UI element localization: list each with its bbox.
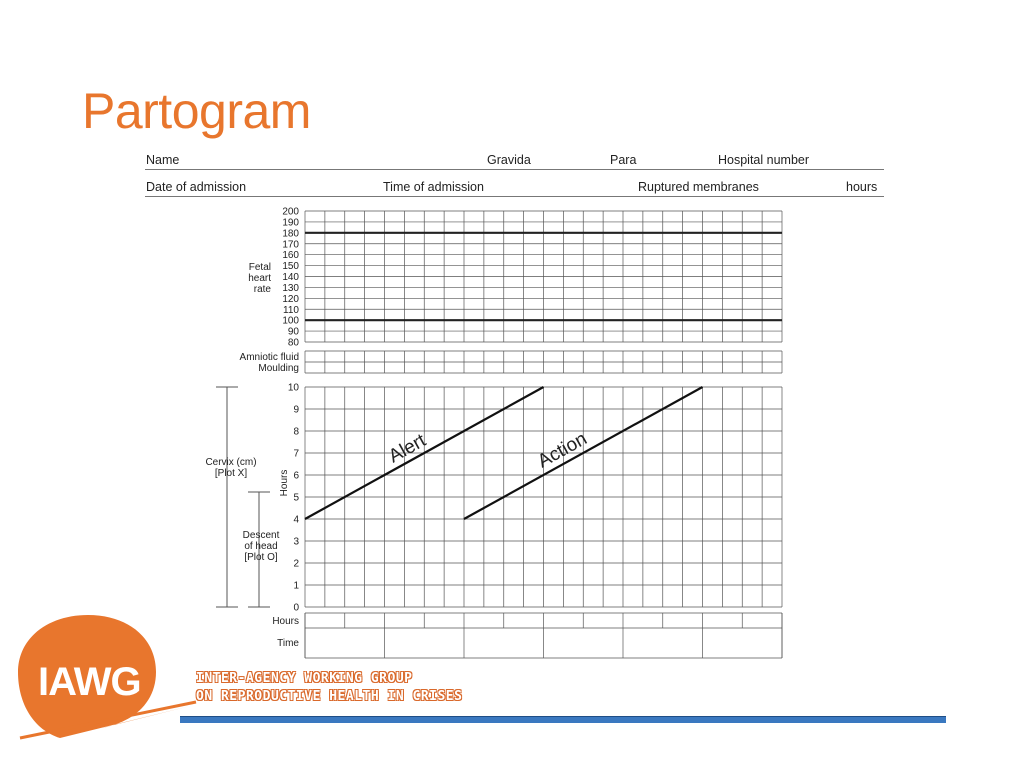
fhr-tick-label: 100: [282, 316, 299, 327]
descent-axis-label: Descent: [243, 530, 280, 541]
fhr-tick-label: 180: [282, 228, 299, 239]
cervix-tick-label: 1: [293, 581, 299, 592]
cervix-tick-label: 0: [293, 603, 299, 614]
cervix-tick-label: 9: [293, 405, 299, 416]
form-divider: [145, 169, 884, 170]
footer-bar: [180, 716, 946, 723]
hospital-number-label: Hospital number: [718, 153, 810, 167]
fhr-tick-label: 90: [288, 327, 300, 338]
cervix-tick-label: 2: [293, 559, 299, 570]
cervix-tick-label: 4: [293, 515, 299, 526]
para-label: Para: [610, 153, 637, 167]
descent-axis-label: of head: [244, 541, 277, 552]
action-label: Action: [534, 428, 590, 472]
hours-label: hours: [846, 180, 878, 194]
fhr-tick-label: 120: [282, 294, 299, 305]
org-name-line1: INTER-AGENCY WORKING GROUP: [196, 671, 413, 686]
cervix-axis-label: [Plot X]: [215, 468, 247, 479]
action-line: [463, 386, 704, 520]
fhr-tick-label: 80: [288, 338, 300, 349]
hours-row-label: Hours: [272, 616, 299, 627]
fhr-axis-label: rate: [254, 284, 272, 295]
fhr-axis-label: heart: [248, 273, 271, 284]
cervix-tick-label: 6: [293, 471, 299, 482]
cervix-tick-label: 3: [293, 537, 299, 548]
cervix-tick-label: 7: [293, 449, 299, 460]
fhr-tick-label: 170: [282, 239, 299, 250]
cervix-tick-label: 10: [288, 383, 300, 394]
name-label: Name: [146, 153, 180, 167]
time-of-admission-label: Time of admission: [383, 180, 484, 194]
slide-title: Partogram: [82, 83, 311, 139]
fhr-tick-label: 130: [282, 283, 299, 294]
cervix-tick-label: 8: [293, 427, 299, 438]
org-name-line2: ON REPRODUCTIVE HEALTH IN CRISES: [196, 689, 463, 704]
gravida-label: Gravida: [487, 153, 531, 167]
iawg-logo-text: IAWG: [38, 660, 142, 704]
ruptured-membranes-label: Ruptured membranes: [638, 180, 759, 194]
cervix-axis-label: Cervix (cm): [205, 457, 256, 468]
hours-vertical-label: Hours: [279, 470, 290, 497]
time-row-label: Time: [277, 638, 299, 649]
alert-line: [304, 386, 545, 520]
amniotic-fluid-label: Amniotic fluid: [240, 352, 299, 363]
moulding-label: Moulding: [258, 363, 299, 374]
cervix-tick-label: 5: [293, 493, 299, 504]
form-divider: [145, 196, 884, 197]
iawg-logo: [18, 615, 197, 740]
date-of-admission-label: Date of admission: [146, 180, 247, 194]
descent-axis-label: [Plot O]: [244, 552, 278, 563]
fhr-axis-label: Fetal: [249, 262, 271, 273]
fhr-tick-label: 190: [282, 217, 299, 228]
fhr-tick-label: 150: [282, 261, 299, 272]
fhr-tick-label: 160: [282, 250, 299, 261]
fhr-tick-label: 110: [283, 305, 299, 316]
fhr-tick-label: 140: [282, 272, 299, 283]
fhr-tick-label: 200: [282, 207, 299, 218]
